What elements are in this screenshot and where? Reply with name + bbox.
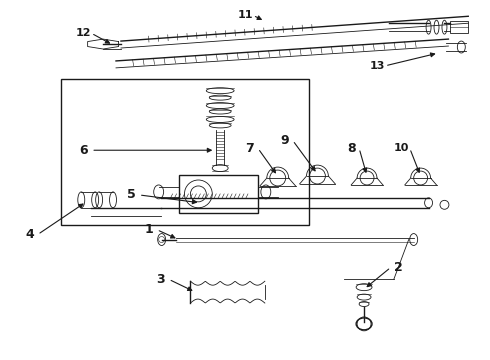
Text: 4: 4 <box>25 228 34 241</box>
Text: 7: 7 <box>245 142 254 155</box>
Text: 10: 10 <box>394 143 410 153</box>
Text: 5: 5 <box>126 188 135 201</box>
Bar <box>178 175 258 213</box>
Text: 13: 13 <box>369 61 385 71</box>
Text: 12: 12 <box>75 28 91 38</box>
Bar <box>61 79 310 225</box>
Text: 11: 11 <box>237 10 253 20</box>
Text: 9: 9 <box>280 134 289 147</box>
Text: 3: 3 <box>156 273 165 286</box>
Text: 1: 1 <box>145 223 153 236</box>
Bar <box>450 21 468 33</box>
Text: 2: 2 <box>394 261 403 274</box>
Text: 6: 6 <box>79 144 88 157</box>
Text: 8: 8 <box>347 142 355 155</box>
